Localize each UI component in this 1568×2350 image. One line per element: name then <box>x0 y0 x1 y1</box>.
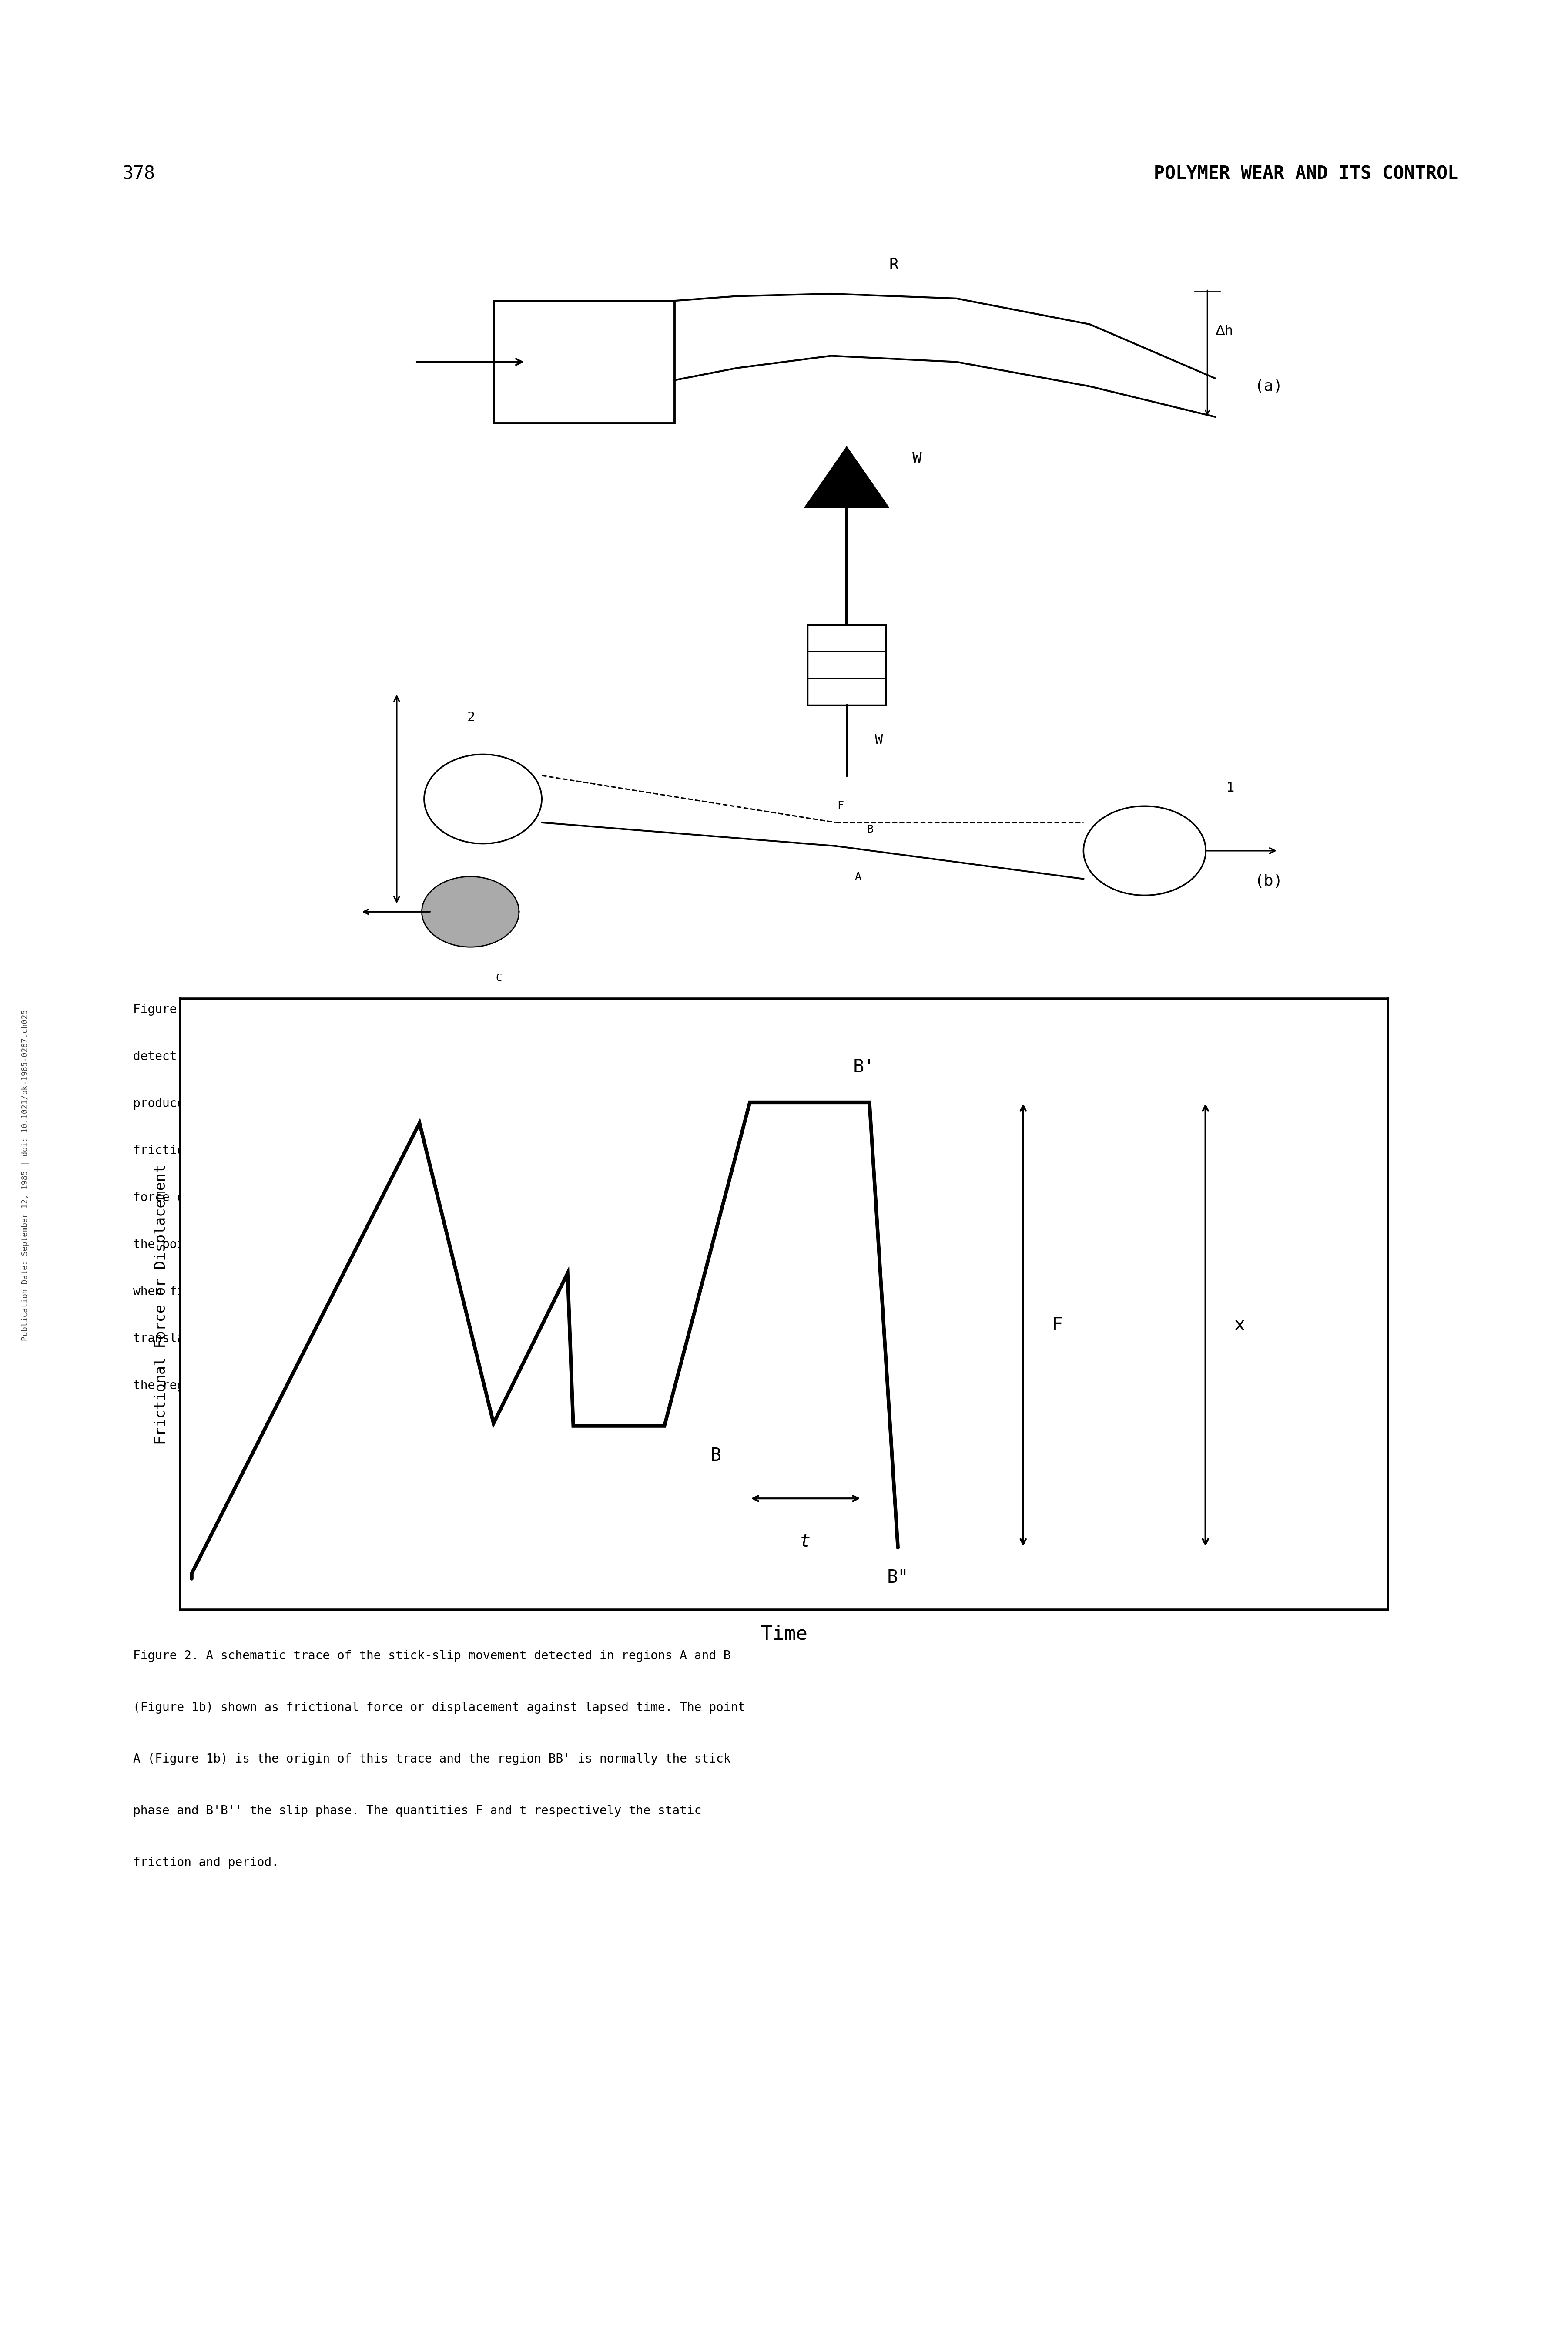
Text: A: A <box>855 872 861 881</box>
Text: (b): (b) <box>1254 874 1283 888</box>
Text: (a): (a) <box>1254 378 1283 395</box>
Text: C: C <box>495 973 502 982</box>
Text: 378: 378 <box>122 165 155 183</box>
X-axis label: Time: Time <box>760 1624 808 1643</box>
Text: Figure 2. A schematic trace of the stick-slip movement detected in regions A and: Figure 2. A schematic trace of the stick… <box>133 1650 731 1661</box>
Text: t: t <box>800 1532 811 1551</box>
Text: force of a cantilevered fibre (2). A deflection Δh produced a normal load of W a: force of a cantilevered fibre (2). A def… <box>133 1191 723 1203</box>
Text: 1: 1 <box>1226 783 1234 794</box>
Text: produces a deflection Δh.  Figure 1b: A simplified outline of the basis of the: produces a deflection Δh. Figure 1b: A s… <box>133 1097 702 1109</box>
Text: B: B <box>867 825 873 834</box>
Text: detect frictional forces. A force W, applied on the fibre beam whose length is R: detect frictional forces. A force W, app… <box>133 1050 717 1062</box>
Text: translation moves the fibre 2 to the region C. Discontinuous motion is recorded : translation moves the fibre 2 to the reg… <box>133 1332 731 1344</box>
Text: Figure 1a: A schematic diagram of the technique adopted to apply normal loads an: Figure 1a: A schematic diagram of the te… <box>133 1003 723 1015</box>
Text: B: B <box>710 1448 721 1464</box>
Text: the point contact. The cantilevered fibre is initially at A and moves to the reg: the point contact. The cantilevered fibr… <box>133 1238 753 1250</box>
Text: x: x <box>1234 1316 1245 1335</box>
Text: W: W <box>875 733 883 747</box>
Text: POLYMER WEAR AND ITS CONTROL: POLYMER WEAR AND ITS CONTROL <box>1154 165 1458 183</box>
Polygon shape <box>804 446 889 508</box>
Text: phase and B'B'' the slip phase. The quantities F and t respectively the static: phase and B'B'' the slip phase. The quan… <box>133 1805 702 1817</box>
Text: when fibre 1 is translated along its axis from left to right. A reversal of this: when fibre 1 is translated along its axi… <box>133 1285 717 1297</box>
Text: Publication Date: September 12, 1985 | doi: 10.1021/bk-1985-0287.ch025: Publication Date: September 12, 1985 | d… <box>22 1010 28 1340</box>
Text: F: F <box>837 801 844 811</box>
Text: (Figure 1b) shown as frictional force or displacement against lapsed time. The p: (Figure 1b) shown as frictional force or… <box>133 1701 745 1713</box>
Text: B': B' <box>853 1058 875 1076</box>
Polygon shape <box>422 877 519 947</box>
Text: F: F <box>1052 1316 1063 1335</box>
Text: R: R <box>889 258 898 273</box>
Bar <box>494 301 674 423</box>
Y-axis label: Frictional Force or Displacement: Frictional Force or Displacement <box>154 1163 168 1445</box>
Polygon shape <box>1083 806 1206 895</box>
Text: 2: 2 <box>467 712 475 724</box>
Text: the regions B and C by an optical device.: the regions B and C by an optical device… <box>133 1379 433 1391</box>
Text: A (Figure 1b) is the origin of this trace and the region BB' is normally the sti: A (Figure 1b) is the origin of this trac… <box>133 1753 731 1765</box>
Text: friction experiment. One fibre (1) which is held in tension restrains the bendin: friction experiment. One fibre (1) which… <box>133 1144 723 1156</box>
Text: B": B" <box>887 1567 909 1586</box>
Text: friction and period.: friction and period. <box>133 1856 279 1868</box>
Polygon shape <box>425 754 543 844</box>
Text: $\Delta$h: $\Delta$h <box>1215 324 1232 338</box>
Bar <box>808 625 886 705</box>
Text: W: W <box>913 451 922 465</box>
